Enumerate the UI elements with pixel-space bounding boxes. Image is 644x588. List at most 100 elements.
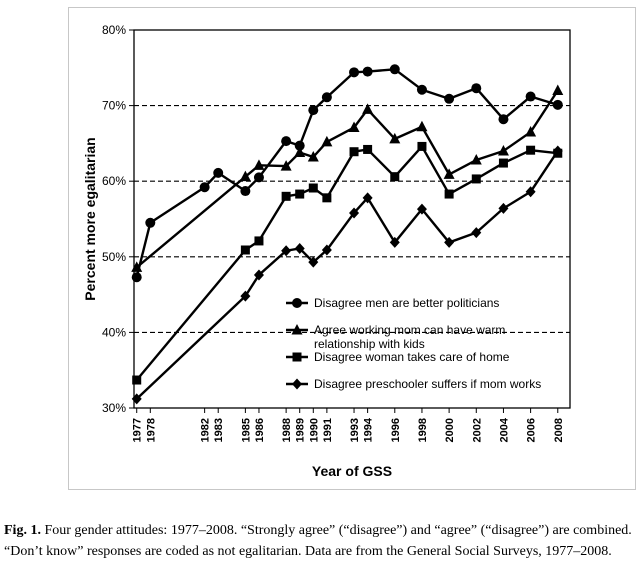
triangle-marker — [291, 324, 303, 335]
legend-label: Disagree woman takes care of home — [314, 350, 510, 364]
x-tick-label: 1994 — [363, 417, 375, 442]
y-tick-label: 50% — [102, 250, 126, 264]
triangle-marker — [131, 261, 143, 272]
x-tick-label: 1996 — [390, 418, 402, 442]
triangle-marker — [552, 84, 564, 95]
triangle-marker — [470, 154, 482, 165]
series-line — [135, 89, 559, 269]
series-circle — [131, 64, 563, 283]
circle-marker — [389, 64, 400, 75]
square-marker — [308, 183, 318, 193]
diamond-marker — [389, 236, 400, 248]
legend-label: Disagree preschooler suffers if mom work… — [314, 377, 541, 391]
y-tick-label: 40% — [102, 325, 126, 339]
diamond-marker — [308, 256, 319, 268]
circle-marker — [145, 217, 156, 228]
series-triangle — [131, 84, 564, 272]
x-tick-label: 1988 — [281, 418, 293, 442]
circle-marker — [292, 298, 302, 308]
square-marker — [471, 174, 481, 184]
square-marker — [240, 245, 250, 255]
x-tick-label: 2004 — [498, 417, 510, 442]
diamond-marker — [444, 236, 455, 248]
triangle-marker — [348, 121, 360, 133]
square-marker — [132, 375, 142, 385]
circle-marker — [131, 272, 142, 283]
x-axis-title: Year of GSS — [312, 463, 392, 479]
triangle-marker — [525, 126, 537, 137]
triangle-marker — [416, 120, 428, 132]
triangle-marker — [239, 170, 251, 182]
square-marker — [417, 141, 427, 151]
circle-marker — [253, 172, 264, 183]
square-marker — [390, 172, 400, 182]
series-line — [135, 150, 559, 400]
triangle-marker — [362, 103, 374, 114]
x-tick-label: 1986 — [254, 418, 266, 442]
circle-marker — [349, 67, 360, 78]
y-axis-title: Percent more egalitarian — [82, 137, 98, 300]
triangle-marker — [497, 144, 509, 156]
series-diamond — [131, 145, 563, 405]
diamond-marker — [240, 290, 251, 302]
triangle-marker — [443, 168, 455, 179]
triangle-marker — [280, 160, 292, 171]
x-tick-label: 2000 — [444, 418, 456, 442]
triangle-marker — [253, 159, 265, 170]
diamond-marker — [362, 192, 373, 204]
circle-marker — [308, 105, 319, 116]
y-tick-label: 60% — [102, 174, 126, 188]
square-marker — [526, 145, 536, 155]
x-tick-label: 2006 — [526, 418, 538, 442]
circle-marker — [240, 186, 251, 197]
y-tick-label: 70% — [102, 99, 126, 113]
legend-label: Agree working mom can have warm — [314, 323, 505, 337]
x-tick-label: 1990 — [308, 418, 320, 442]
legend: Disagree men are better politicians Agree… — [286, 296, 541, 391]
caption-label: Fig. 1. — [4, 523, 41, 538]
caption-text: Four gender attitudes: 1977–2008. “Stron… — [4, 523, 632, 559]
square-marker — [498, 158, 508, 168]
circle-marker — [294, 140, 305, 151]
circle-marker — [281, 136, 292, 147]
diamond-marker — [471, 227, 482, 239]
x-tick-label: 2002 — [471, 418, 483, 442]
circle-marker — [199, 182, 210, 193]
legend-label: Disagree men are better politicians — [314, 296, 499, 310]
legend-label: relationship with kids — [314, 337, 425, 351]
triangle-marker — [294, 146, 306, 157]
x-tick-label: 1993 — [349, 418, 361, 442]
diamond-marker — [349, 207, 360, 219]
square-marker — [254, 236, 264, 246]
circle-marker — [471, 83, 482, 94]
x-tick-label: 1977 — [132, 418, 144, 442]
diamond-marker — [498, 202, 509, 214]
diamond-marker — [525, 186, 536, 198]
circle-marker — [525, 91, 536, 102]
square-marker — [444, 189, 454, 199]
triangle-marker — [389, 132, 401, 144]
circle-marker — [321, 92, 332, 103]
square-marker — [281, 191, 291, 201]
square-marker — [292, 352, 302, 362]
y-tick-label: 80% — [102, 23, 126, 37]
x-tick-label: 1985 — [240, 418, 252, 442]
x-tick-label: 1991 — [322, 418, 334, 442]
y-tick-label: 30% — [102, 401, 126, 415]
circle-marker — [552, 99, 563, 110]
figure-caption: Fig. 1. Four gender attitudes: 1977–2008… — [4, 520, 640, 562]
circle-marker — [362, 66, 373, 77]
square-marker — [363, 144, 373, 154]
diamond-marker — [416, 203, 427, 215]
plot-frame — [133, 29, 571, 409]
diamond-marker — [294, 242, 305, 254]
circle-marker — [416, 84, 427, 95]
figure-frame — [68, 7, 636, 490]
x-tick-label: 1998 — [417, 418, 429, 442]
line-chart: 30%40%50%60%70%80%1977 1978 1982 1983 1985 19… — [82, 23, 571, 479]
series-line — [135, 145, 558, 381]
square-marker — [349, 147, 359, 157]
triangle-marker — [321, 135, 333, 147]
diamond-marker — [321, 244, 332, 256]
x-tick-label: 1989 — [295, 418, 307, 442]
